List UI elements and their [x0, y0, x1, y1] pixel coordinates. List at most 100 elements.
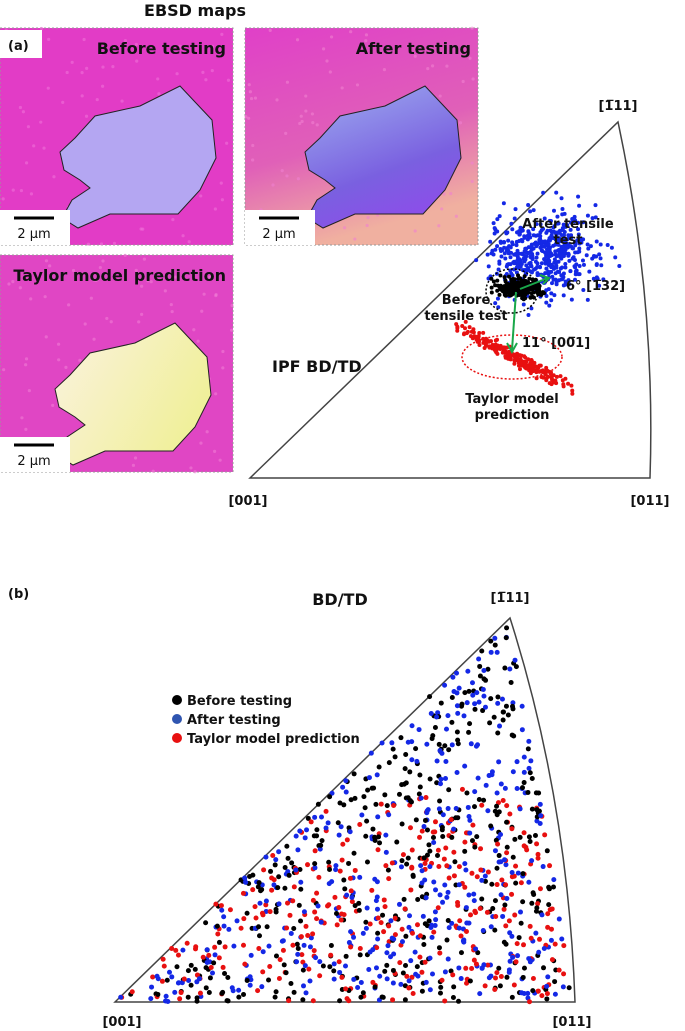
orientation-point — [352, 903, 358, 909]
orientation-point — [549, 265, 554, 270]
orientation-point — [300, 997, 306, 1003]
orientation-point — [530, 364, 535, 369]
orientation-point — [549, 291, 554, 296]
orientation-point — [298, 918, 304, 924]
map-speckle — [296, 177, 300, 181]
orientation-point — [560, 984, 566, 990]
map-speckle — [27, 388, 31, 393]
orientation-point — [512, 657, 518, 663]
orientation-point — [444, 894, 450, 900]
orientation-point — [346, 825, 352, 831]
orientation-point — [581, 287, 586, 292]
orientation-point — [397, 960, 403, 966]
map-speckle — [205, 430, 209, 434]
orientation-point — [357, 821, 363, 827]
orientation-point — [382, 792, 388, 798]
map-speckle — [44, 259, 49, 263]
orientation-point — [443, 726, 449, 732]
orientation-point — [312, 814, 318, 820]
orientation-point — [495, 296, 500, 301]
orientation-point — [255, 988, 261, 994]
orientation-point — [481, 668, 487, 674]
orientation-point — [609, 245, 614, 250]
orientation-point — [327, 794, 333, 800]
orientation-point — [355, 985, 361, 991]
orientation-point — [504, 803, 510, 809]
orientation-point — [542, 832, 548, 838]
annotation: Taylor model — [465, 392, 558, 407]
orientation-point — [367, 921, 373, 927]
orientation-point — [422, 817, 428, 823]
orientation-point — [483, 782, 489, 788]
orientation-point — [594, 275, 599, 280]
orientation-point — [566, 233, 571, 238]
orientation-point — [270, 853, 276, 859]
orientation-point — [319, 838, 325, 844]
orientation-point — [515, 230, 520, 235]
orientation-point — [545, 911, 551, 917]
orientation-point — [367, 949, 373, 955]
orientation-point — [280, 947, 286, 953]
annotation: test — [554, 233, 583, 248]
orientation-point — [546, 287, 551, 292]
orientation-point — [449, 694, 455, 700]
corner-label: [011] — [630, 494, 669, 509]
map-speckle — [445, 64, 449, 68]
orientation-point — [118, 994, 124, 1000]
map-speckle — [24, 427, 28, 431]
orientation-point — [551, 877, 557, 883]
orientation-point — [473, 743, 479, 749]
orientation-point — [460, 938, 466, 944]
orientation-point — [532, 832, 538, 838]
orientation-point — [273, 989, 279, 995]
orientation-point — [300, 959, 306, 965]
orientation-point — [227, 907, 233, 913]
orientation-point — [501, 201, 506, 206]
orientation-point — [460, 324, 465, 329]
orientation-point — [288, 980, 294, 986]
orientation-point — [442, 969, 448, 975]
map-speckle — [86, 242, 90, 246]
map-speckle — [458, 121, 463, 125]
orientation-point — [424, 741, 430, 747]
map-speckle — [48, 264, 52, 268]
orientation-point — [514, 239, 519, 244]
orientation-point — [422, 921, 428, 927]
orientation-point — [380, 912, 386, 918]
orientation-point — [298, 934, 304, 940]
orientation-point — [317, 959, 323, 965]
orientation-point — [537, 936, 543, 942]
orientation-point — [306, 966, 312, 972]
orientation-point — [471, 957, 477, 963]
orientation-point — [429, 934, 435, 940]
orientation-point — [547, 863, 553, 869]
orientation-point — [179, 980, 185, 986]
orientation-point — [513, 959, 519, 965]
orientation-point — [513, 664, 519, 670]
orientation-point — [466, 892, 472, 898]
orientation-point — [317, 846, 323, 852]
orientation-point — [200, 954, 206, 960]
orientation-point — [474, 690, 480, 696]
orientation-point — [529, 775, 535, 781]
orientation-point — [311, 948, 317, 954]
orientation-point — [577, 237, 582, 242]
orientation-point — [422, 959, 428, 965]
map-speckle — [470, 179, 474, 184]
orientation-point — [341, 877, 347, 883]
orientation-point — [418, 863, 424, 869]
orientation-point — [535, 251, 540, 256]
map-speckle — [201, 70, 205, 74]
orientation-point — [510, 706, 516, 712]
map-speckle — [140, 312, 144, 316]
orientation-point — [474, 258, 479, 263]
legend-label: Before testing — [187, 694, 292, 709]
orientation-point — [276, 849, 282, 855]
orientation-point — [250, 872, 256, 878]
orientation-point — [458, 950, 464, 956]
orientation-point — [364, 818, 370, 824]
orientation-point — [514, 243, 519, 248]
orientation-point — [369, 887, 375, 893]
map-speckle — [111, 65, 115, 69]
orientation-point — [416, 727, 422, 733]
